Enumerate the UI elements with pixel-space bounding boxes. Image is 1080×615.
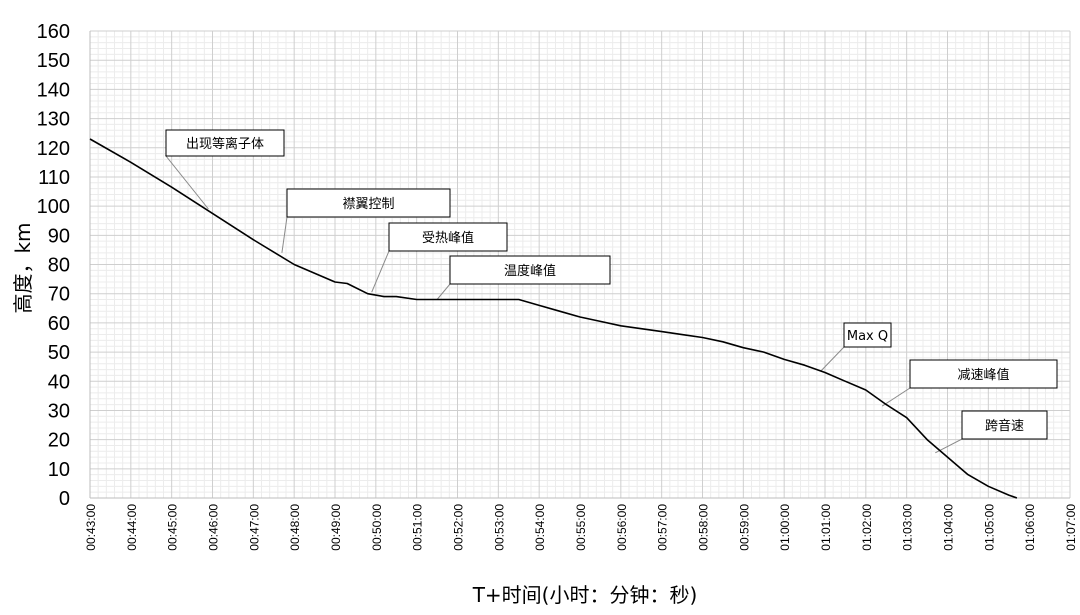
x-axis-label: T+时间(小时：分钟：秒)	[472, 583, 698, 607]
y-tick-label: 130	[37, 109, 70, 131]
x-tick-label: 00:56:00	[615, 504, 629, 551]
annotation-box	[388, 222, 508, 252]
annotation-box	[286, 188, 451, 218]
x-tick-labels: 00:43:00 00:44:00 00:45:00 00:46:00 00:47:00…	[84, 504, 1078, 551]
annotation-label: 襟翼控制	[342, 197, 394, 212]
x-tick-label: 00:52:00	[452, 504, 466, 551]
x-tick-label: 01:05:00	[982, 504, 996, 551]
x-tick-label: 00:47:00	[247, 504, 261, 551]
annotation-box	[165, 129, 285, 157]
annotation-label: Max Q	[847, 329, 888, 344]
y-tick-labels: 0 10 20 30 40 50 60 70 80 90 100 110 120 130 140 150 160	[37, 21, 70, 510]
annotation-box	[843, 322, 892, 348]
series-line	[89, 138, 1018, 499]
x-tick-label: 00:59:00	[737, 504, 751, 551]
y-tick-label: 10	[48, 459, 70, 481]
y-axis-label: 高度，km	[11, 222, 35, 313]
x-tick-label: 01:06:00	[1023, 504, 1037, 551]
y-tick-label: 100	[37, 196, 70, 218]
annotation-box	[909, 359, 1058, 389]
x-tick-label: 00:46:00	[207, 504, 221, 551]
annotation-label: 减速峰值	[957, 367, 1009, 383]
y-tick-label: 80	[48, 255, 70, 277]
annotation-box	[961, 410, 1048, 440]
y-tick-label: 120	[37, 138, 70, 160]
y-tick-label: 110	[38, 167, 70, 189]
y-tick-label: 150	[37, 50, 70, 72]
annotation-label: 受热峰值	[422, 230, 474, 246]
x-tick-label: 01:02:00	[860, 504, 874, 551]
y-tick-label: 140	[37, 79, 70, 101]
y-tick-label: 0	[59, 488, 70, 510]
annotation-label: 跨音速	[985, 418, 1024, 434]
x-tick-label: 01:01:00	[819, 504, 833, 551]
annotation-leader	[436, 283, 453, 300]
annotation-box	[449, 255, 611, 285]
x-tick-label: 01:07:00	[1064, 504, 1078, 551]
annotation-label: 出现等离子体	[186, 136, 264, 152]
x-tick-label: 00:50:00	[370, 504, 384, 551]
x-tick-label: 00:43:00	[84, 504, 98, 551]
y-tick-label: 50	[48, 342, 70, 364]
annotation-label: 温度峰值	[504, 263, 556, 279]
x-tick-label: 00:53:00	[492, 504, 506, 551]
axes	[89, 31, 1070, 499]
y-tick-label: 40	[48, 371, 70, 393]
annotation-leader	[881, 387, 913, 407]
series-altitude	[89, 138, 1018, 499]
x-tick-label: 00:44:00	[125, 504, 139, 551]
y-tick-label: 30	[48, 400, 70, 422]
x-tick-label: 01:03:00	[901, 504, 915, 551]
y-tick-label: 160	[37, 21, 70, 43]
y-tick-label: 60	[48, 313, 70, 335]
y-tick-label: 90	[48, 225, 70, 247]
x-tick-label: 00:49:00	[329, 504, 343, 551]
x-tick-label: 00:55:00	[574, 504, 588, 551]
x-tick-label: 00:57:00	[656, 504, 670, 551]
x-tick-label: 01:04:00	[942, 504, 956, 551]
x-tick-label: 00:51:00	[411, 504, 425, 551]
x-tick-label: 00:45:00	[166, 504, 180, 551]
x-tick-label: 00:54:00	[533, 504, 547, 551]
annotation-leader	[371, 250, 392, 293]
y-tick-label: 70	[48, 284, 70, 306]
x-tick-label: 00:58:00	[697, 504, 711, 551]
y-tick-label: 20	[48, 430, 70, 452]
x-tick-label: 01:00:00	[778, 504, 792, 551]
x-tick-label: 00:48:00	[288, 504, 302, 551]
